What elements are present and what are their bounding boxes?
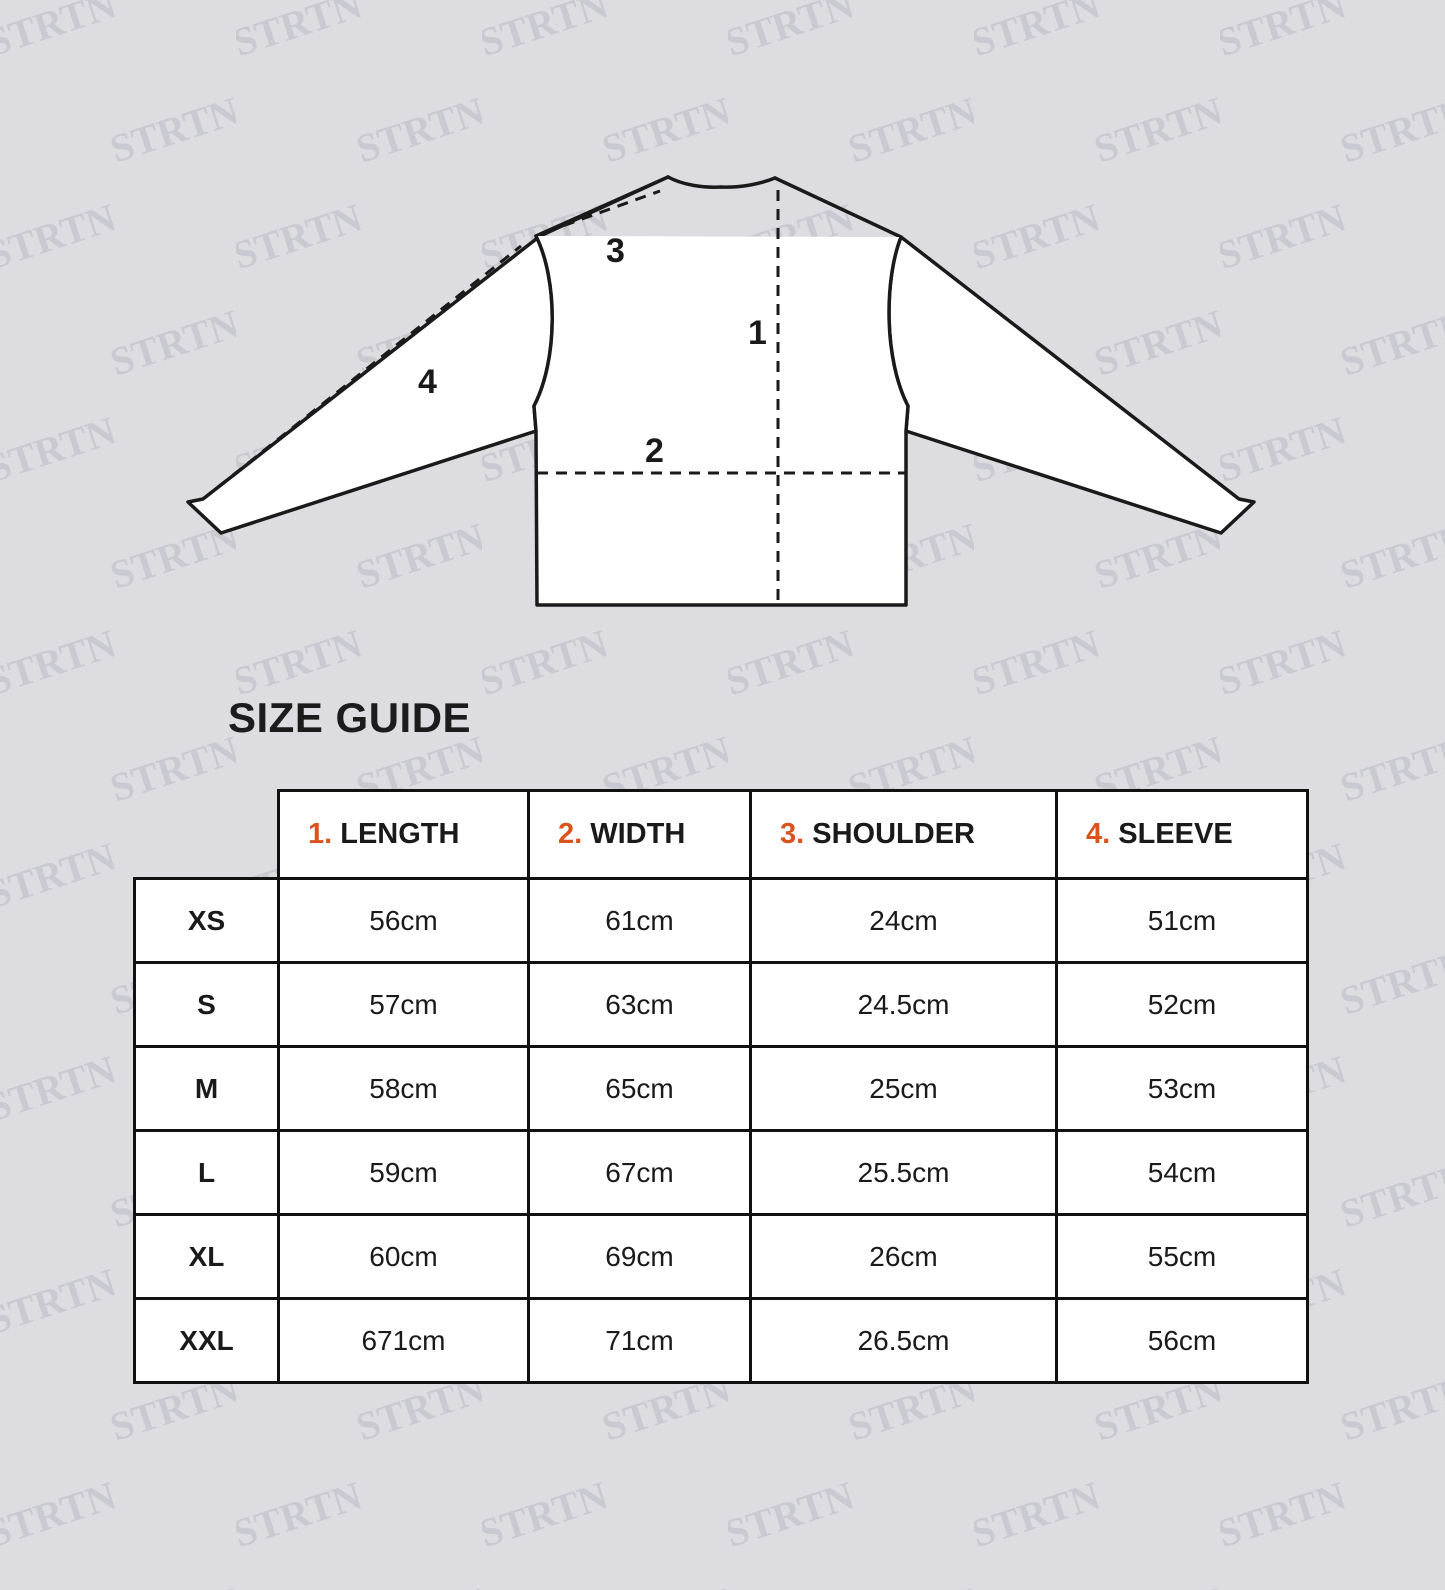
svg-text:1: 1 [748,314,767,352]
svg-text:4: 4 [418,363,437,401]
svg-text:2: 2 [645,432,664,470]
svg-text:3: 3 [606,232,625,270]
